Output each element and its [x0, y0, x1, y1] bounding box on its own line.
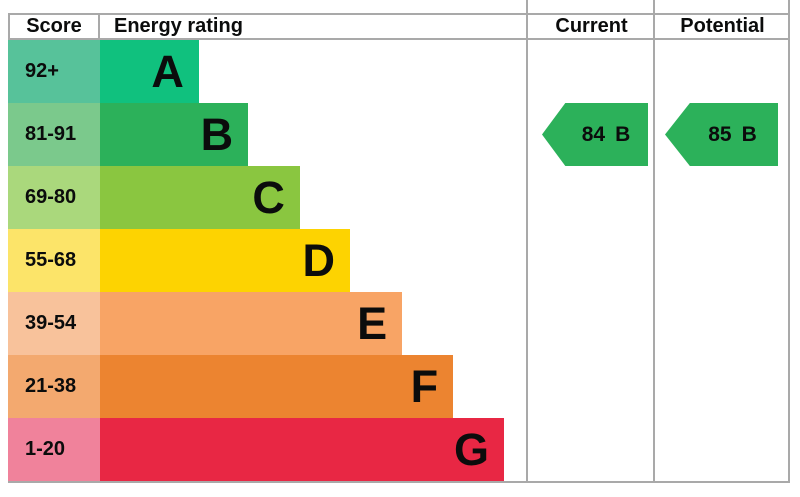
band-row-c: 69-80 C [8, 166, 790, 229]
band-letter: F [410, 361, 439, 412]
potential-cell [655, 418, 790, 481]
band-bar-f: F [100, 355, 454, 418]
band-bar-b: B [100, 103, 249, 166]
current-cell [528, 355, 655, 418]
potential-rating-value: 85 [708, 122, 732, 146]
band-bar-cell: B [100, 103, 528, 166]
band-score-range: 69-80 [8, 166, 100, 229]
band-row-e: 39-54 E [8, 292, 790, 355]
band-letter: D [302, 235, 335, 286]
potential-cell [655, 166, 790, 229]
band-letter: A [151, 46, 184, 97]
current-cell [528, 40, 655, 103]
band-bar-g: G [100, 418, 505, 481]
current-rating-band: B [615, 122, 631, 146]
header-score: Score [8, 15, 100, 38]
band-bar-cell: A [100, 40, 528, 103]
current-rating-arrow: 84 B [542, 103, 648, 166]
current-cell [528, 418, 655, 481]
potential-cell: 85 B [655, 103, 790, 166]
header-energy-rating: Energy rating [114, 15, 243, 37]
band-score-range: 1-20 [8, 418, 100, 481]
current-cell: 84 B [528, 103, 655, 166]
potential-rating-arrow: 85 B [665, 103, 778, 166]
band-row-d: 55-68 D [8, 229, 790, 292]
band-row-a: 92+ A [8, 40, 790, 103]
band-bar-a: A [100, 40, 199, 103]
band-letter: C [252, 172, 285, 223]
potential-cell [655, 292, 790, 355]
band-bar-cell: D [100, 229, 528, 292]
band-letter: G [454, 424, 490, 475]
band-row-g: 1-20 G [8, 418, 790, 481]
band-bar-cell: E [100, 292, 528, 355]
header-potential: Potential [680, 15, 765, 37]
band-bar-c: C [100, 166, 300, 229]
current-cell [528, 229, 655, 292]
band-bar-cell: G [100, 418, 528, 481]
current-cell [528, 292, 655, 355]
potential-rating-band: B [741, 122, 757, 146]
band-score-range: 92+ [8, 40, 100, 103]
column-divider-rating-current [526, 0, 528, 481]
band-score-range: 39-54 [8, 292, 100, 355]
column-divider-current-potential [653, 0, 655, 481]
band-score-range: 81-91 [8, 103, 100, 166]
band-score-range: 55-68 [8, 229, 100, 292]
band-row-f: 21-38 F [8, 355, 790, 418]
band-letter: E [357, 298, 388, 349]
band-letter: B [200, 109, 234, 160]
band-row-b: 81-91 B 84 B 85 B [8, 103, 790, 166]
potential-cell [655, 229, 790, 292]
potential-cell [655, 40, 790, 103]
epc-rating-chart: Score Energy rating Current Potential 92… [8, 0, 790, 483]
band-rows: 92+ A 81-91 B 84 B 85 B 69-80 C 55-68 D 39-54 E 21-38 F… [8, 40, 790, 483]
table-right-border [788, 0, 790, 481]
chart-header-row: Score Energy rating Current Potential [8, 13, 790, 40]
current-cell [528, 166, 655, 229]
potential-cell [655, 355, 790, 418]
band-bar-d: D [100, 229, 350, 292]
current-rating-value: 84 [581, 122, 606, 146]
band-bar-cell: C [100, 166, 528, 229]
header-current: Current [555, 15, 628, 37]
band-score-range: 21-38 [8, 355, 100, 418]
band-bar-cell: F [100, 355, 528, 418]
band-bar-e: E [100, 292, 403, 355]
